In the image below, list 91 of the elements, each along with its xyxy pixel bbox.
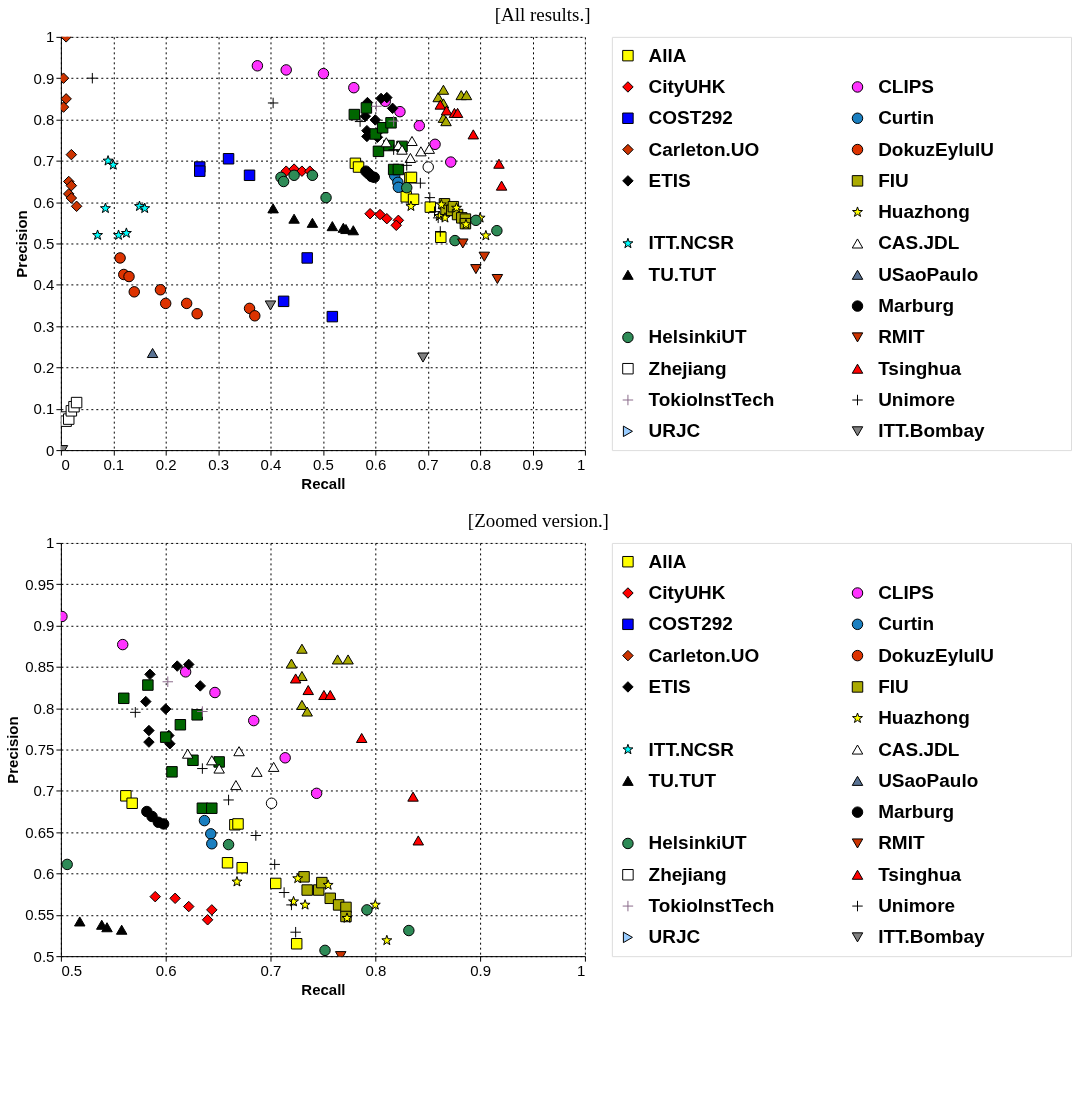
legend-label: FIU [878, 675, 909, 697]
legend-label: TU.TUT [648, 769, 717, 791]
legend-label: URJC [648, 420, 701, 442]
x-tick-label: 0.6 [155, 961, 177, 979]
x-axis-title: Recall [301, 474, 346, 492]
y-tick-label: 0.3 [33, 317, 55, 335]
y-tick-label: 0.75 [25, 741, 55, 759]
x-tick-label: 0.6 [365, 455, 387, 473]
legend-label: Tsinghua [878, 863, 962, 885]
legend-label: CityUHK [648, 75, 726, 97]
y-tick-label: 0.65 [25, 823, 55, 841]
legend-label: Curtin [878, 613, 934, 635]
legend-label: Carleton.UO [648, 138, 760, 160]
y-tick-label: 0.1 [33, 400, 55, 418]
y-tick-label: 0.5 [33, 947, 55, 965]
legend-label: ETIS [648, 675, 691, 697]
legend-label: CAS.JDL [878, 232, 960, 254]
legend-label: HelsinkiUT [648, 832, 747, 854]
legend-label: ITT.NCSR [648, 232, 735, 254]
legend-label: ITT.NCSR [648, 738, 735, 760]
x-tick-label: 0.8 [365, 961, 387, 979]
legend-label: CityUHK [648, 582, 726, 603]
legend-label: Marburg [878, 801, 954, 823]
legend-label: RMIT [878, 326, 925, 348]
legend-label: ETIS [648, 169, 691, 191]
y-tick-label: 0.9 [33, 69, 55, 87]
legend-label: TokioInstTech [648, 895, 775, 917]
y-axis-title: Precision [12, 210, 30, 278]
y-tick-label: 0.9 [33, 617, 55, 635]
y-tick-label: 0.2 [33, 358, 55, 376]
x-tick-label: 0.7 [260, 961, 282, 979]
y-tick-label: 0.8 [33, 111, 55, 128]
y-tick-label: 1 [46, 534, 55, 552]
x-tick-label: 0.2 [155, 455, 177, 473]
legend-label: AllA [648, 44, 687, 66]
x-tick-label: 0.1 [103, 455, 125, 473]
x-tick-label: 0.9 [470, 961, 492, 979]
y-tick-label: 0.85 [25, 658, 55, 676]
legend-label: AllA [648, 550, 687, 572]
legend-label: Marburg [878, 295, 954, 317]
legend-label: CAS.JDL [878, 738, 960, 760]
y-tick-label: 0.5 [33, 234, 55, 252]
legend-label: RMIT [878, 832, 925, 854]
legend-label: ITT.Bombay [878, 926, 985, 948]
legend-label: ITT.Bombay [878, 420, 985, 442]
y-tick-label: 0.4 [33, 276, 55, 294]
chart-title: [All results.] [494, 4, 591, 26]
legend-label: DokuzEylulU [878, 644, 995, 666]
x-tick-label: 0.8 [470, 455, 492, 473]
y-tick-label: 0.55 [25, 906, 55, 924]
x-tick-label: 0.3 [208, 455, 229, 473]
legend-label: HelsinkiUT [648, 326, 747, 348]
x-tick-label: 0.5 [61, 961, 83, 979]
legend-label: Zhejiang [648, 357, 727, 379]
legend-label: URJC [648, 926, 701, 948]
x-tick-label: 0.9 [522, 455, 544, 473]
legend-label: Curtin [878, 107, 934, 129]
legend-label: FIU [878, 169, 909, 191]
legend-label: Unimore [878, 389, 956, 410]
legend-label: Zhejiang [648, 863, 727, 885]
x-tick-label: 0.4 [260, 455, 282, 473]
legend-label: TokioInstTech [648, 389, 775, 410]
y-tick-label: 0.6 [33, 193, 55, 211]
x-tick-label: 1 [577, 961, 586, 979]
legend-label: Huazhong [878, 707, 970, 729]
x-tick-label: 1 [577, 455, 586, 473]
legend-label: Unimore [878, 895, 956, 917]
y-tick-label: 0.95 [25, 575, 55, 593]
x-tick-label: 0 [61, 455, 70, 473]
legend-label: Tsinghua [878, 357, 962, 379]
y-tick-label: 1 [46, 28, 55, 46]
legend-label: Carleton.UO [648, 644, 760, 666]
y-axis-title: Precision [4, 716, 22, 784]
y-tick-label: 0.7 [33, 782, 55, 800]
legend-label: COST292 [648, 107, 733, 129]
x-axis-title: Recall [301, 980, 346, 998]
y-tick-label: 0.7 [33, 152, 55, 170]
legend-label: USaoPaulo [878, 769, 979, 791]
x-tick-label: 0.5 [312, 455, 334, 473]
legend-label: DokuzEylulU [878, 138, 995, 160]
y-tick-label: 0 [46, 441, 55, 459]
legend-label: CLIPS [878, 75, 934, 97]
legend-label: USaoPaulo [878, 263, 979, 285]
x-tick-label: 0.7 [417, 455, 439, 473]
legend-label: COST292 [648, 613, 733, 635]
legend-label: Huazhong [878, 201, 970, 223]
y-tick-label: 0.8 [33, 699, 55, 717]
chart-title: [Zoomed version.] [467, 510, 609, 532]
legend-label: CLIPS [878, 582, 934, 603]
y-tick-label: 0.6 [33, 865, 55, 882]
legend-label: TU.TUT [648, 263, 717, 285]
